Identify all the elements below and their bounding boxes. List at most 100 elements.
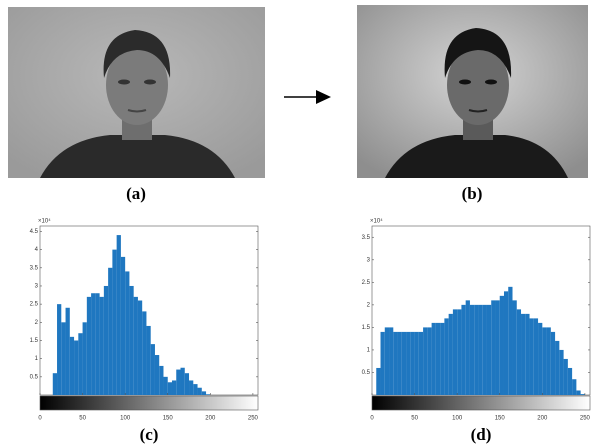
panel-label: (b) [462,184,483,203]
histogram-bar [516,309,522,395]
histogram-bar [108,267,113,395]
x-tick-label: 200 [205,416,216,422]
histogram-bar [393,331,398,395]
x-tick-label: 250 [248,416,259,422]
histogram-bar [418,331,424,395]
panel-label: (c) [140,425,159,444]
histogram-bar [431,322,436,395]
histogram-bar [137,300,143,395]
histogram-bar [499,295,504,395]
histogram-bar [567,367,573,395]
histogram-bar [389,327,394,395]
x-tick-label: 250 [580,416,591,422]
histogram-bar [129,285,134,395]
x-tick-label: 150 [163,416,174,422]
histogram-bar [61,322,66,395]
histogram-bar [533,318,539,395]
y-tick-label: 3.5 [30,265,39,271]
y-tick-label: 2 [367,302,371,308]
histogram-bar [529,318,534,395]
histogram-bar [491,300,496,395]
colorbar [371,395,591,411]
y-tick-label: 2.5 [30,302,39,308]
histogram-bar [52,373,58,395]
histogram-bar [125,271,130,395]
photo-enhanced [357,5,588,178]
histogram-bar [176,369,181,395]
y-tick-label: 2.5 [362,280,371,286]
histogram-bar [482,304,487,395]
histogram-bar [206,394,211,395]
histogram-bar [435,322,441,395]
histogram-bar [133,296,138,395]
histogram-bar [559,349,564,395]
histogram-bar [478,304,483,395]
histogram-bar [401,331,407,395]
x-tick-label: 50 [411,416,418,422]
y-tick-label: 1.5 [362,325,371,331]
x-tick-label: 150 [495,416,506,422]
colorbar [39,395,259,411]
histogram-bar [74,340,79,395]
histogram-bar [440,322,445,395]
histogram-bar [142,311,147,395]
histogram-bar [474,304,479,395]
y-tick-label: 3 [35,284,39,290]
histogram-bar [406,331,411,395]
histogram-bar [538,322,543,395]
histogram-bar [65,307,70,395]
y-scale-label: ×10⁴ [370,218,383,225]
x-tick-label: 200 [537,416,548,422]
histogram-bar [171,380,177,395]
histogram-bar [99,296,104,395]
histogram-bar [461,304,466,395]
histogram-bar [57,304,62,395]
histogram-bar [189,380,194,395]
histogram-bar [469,304,475,395]
y-tick-label: 4.5 [30,229,39,235]
histogram-bar [380,331,385,395]
y-tick-label: 3 [367,257,371,263]
histogram-bar [163,376,168,395]
histogram-bar [150,344,155,395]
histogram-bar [184,373,190,395]
x-tick-label: 50 [79,416,86,422]
histogram-bar [546,327,551,395]
x-tick-label: 0 [370,416,374,422]
histogram-bar [448,313,453,395]
histogram-bar [197,387,202,395]
histogram-bar [555,340,560,395]
histogram-bar [521,313,526,395]
histogram-bar [576,390,581,395]
y-tick-label: 4 [35,247,39,253]
y-tick-label: 2 [35,320,39,326]
histogram-bar [542,327,547,395]
histogram-bar [78,333,83,395]
y-tick-label: 1 [367,348,371,354]
histogram-bar [423,327,428,395]
y-tick-label: 3.5 [362,235,371,241]
histogram-bar [414,331,419,395]
arrow [284,90,331,104]
histogram-bar [550,331,556,395]
histogram-bar [112,249,117,395]
histogram-bar [159,365,164,395]
histogram-bar [146,325,151,395]
histogram-bar [95,293,100,395]
histogram-bar [154,355,160,395]
panel-label: (d) [471,425,492,444]
histogram-bar [525,313,530,395]
y-tick-label: 0.5 [362,370,371,376]
histogram-bar [69,336,75,395]
histogram-bar [495,300,500,395]
photo-original [8,7,265,178]
histogram-bar [384,327,390,395]
histogram-bar [86,296,92,395]
histogram-bar [397,331,402,395]
histogram-bar [563,358,568,395]
histogram-bar [410,331,415,395]
y-tick-label: 0.5 [30,374,39,380]
histogram-bar [427,327,432,395]
